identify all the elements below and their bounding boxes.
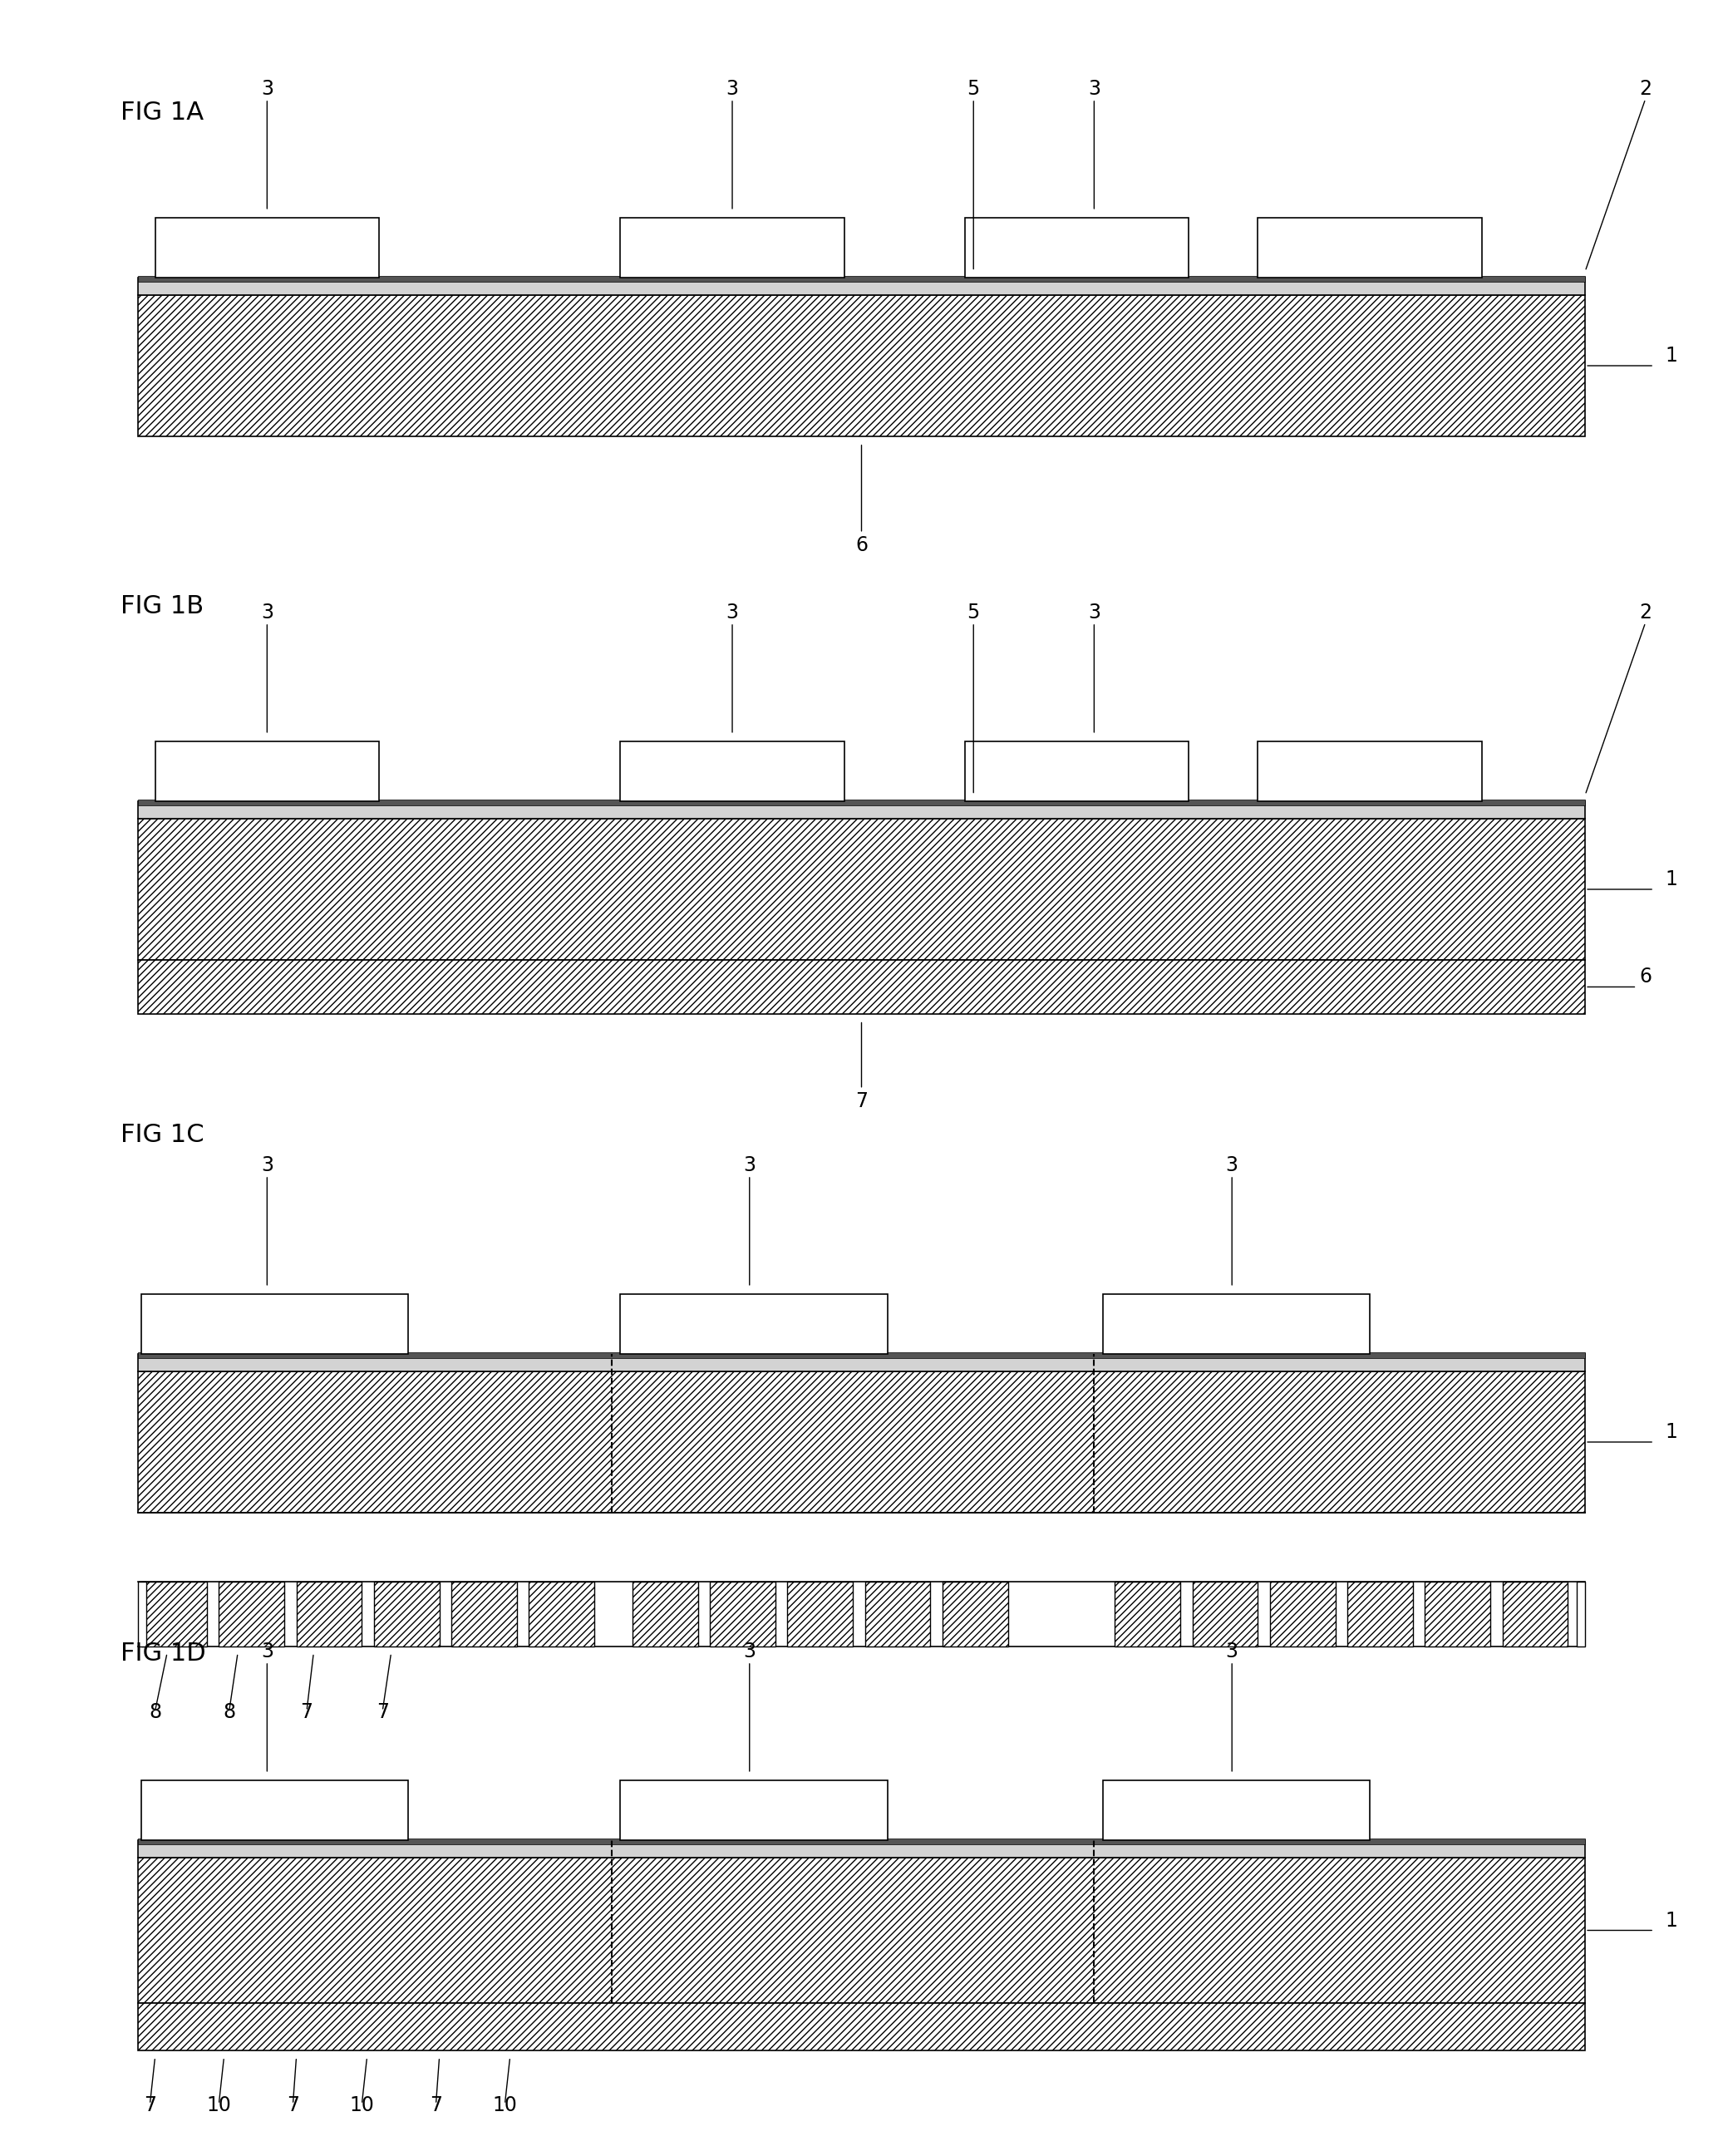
- Text: 3: 3: [260, 80, 274, 99]
- Bar: [296, 1583, 362, 1647]
- Bar: [1192, 1583, 1258, 1647]
- Bar: [141, 1583, 207, 1647]
- Bar: [620, 742, 844, 802]
- Bar: [865, 1583, 930, 1647]
- Bar: [1502, 1583, 1568, 1647]
- Text: 8: 8: [148, 1701, 162, 1723]
- Bar: [138, 295, 1585, 436]
- Text: 6: 6: [1639, 968, 1652, 987]
- Text: 5: 5: [967, 80, 980, 99]
- Bar: [942, 1583, 1008, 1647]
- Bar: [1425, 1583, 1490, 1647]
- Text: 1: 1: [1664, 345, 1678, 367]
- Bar: [138, 1841, 1585, 1858]
- Bar: [138, 1839, 1585, 1846]
- Bar: [138, 1583, 146, 1647]
- Bar: [219, 1583, 284, 1647]
- Bar: [155, 218, 379, 278]
- Bar: [620, 1294, 887, 1354]
- Bar: [1577, 1583, 1585, 1647]
- Text: FIG 1A: FIG 1A: [121, 99, 203, 125]
- Text: 3: 3: [743, 1641, 756, 1662]
- Bar: [529, 1583, 594, 1647]
- Text: 7: 7: [143, 2096, 157, 2115]
- Bar: [965, 218, 1189, 278]
- Text: 7: 7: [429, 2096, 443, 2115]
- Bar: [1103, 1781, 1370, 1841]
- Text: 3: 3: [1225, 1156, 1239, 1175]
- Bar: [1347, 1583, 1413, 1647]
- Text: 6: 6: [855, 535, 868, 554]
- Text: 3: 3: [1087, 80, 1101, 99]
- Bar: [138, 802, 1585, 819]
- Bar: [620, 218, 844, 278]
- Bar: [141, 1781, 408, 1841]
- Text: 7: 7: [286, 2096, 300, 2115]
- Bar: [965, 742, 1189, 802]
- Text: 3: 3: [260, 1641, 274, 1662]
- Bar: [138, 1371, 1585, 1514]
- Text: 1: 1: [1664, 1423, 1678, 1442]
- Text: 2: 2: [1639, 602, 1652, 623]
- Text: 3: 3: [725, 80, 739, 99]
- Bar: [138, 276, 1585, 282]
- Text: FIG 1B: FIG 1B: [121, 595, 203, 619]
- Bar: [1258, 742, 1482, 802]
- Text: 10: 10: [207, 2096, 231, 2115]
- Text: 1: 1: [1664, 1910, 1678, 1930]
- Bar: [138, 819, 1585, 959]
- Bar: [1103, 1294, 1370, 1354]
- Text: 3: 3: [743, 1156, 756, 1175]
- Bar: [138, 1352, 1585, 1358]
- Bar: [1258, 218, 1482, 278]
- Bar: [632, 1583, 698, 1647]
- Bar: [787, 1583, 853, 1647]
- Text: 7: 7: [300, 1701, 314, 1723]
- Bar: [138, 278, 1585, 295]
- Text: 2: 2: [1639, 80, 1652, 99]
- Bar: [155, 742, 379, 802]
- Text: 5: 5: [967, 602, 980, 623]
- Text: 3: 3: [260, 602, 274, 623]
- Text: 8: 8: [222, 1701, 236, 1723]
- Bar: [710, 1583, 775, 1647]
- Text: 10: 10: [350, 2096, 374, 2115]
- Bar: [138, 2003, 1585, 2050]
- Bar: [451, 1583, 517, 1647]
- Bar: [620, 1781, 887, 1841]
- Bar: [141, 1294, 408, 1354]
- Text: 3: 3: [260, 1156, 274, 1175]
- Text: FIG 1C: FIG 1C: [121, 1123, 205, 1147]
- Bar: [138, 1858, 1585, 2003]
- Text: 10: 10: [493, 2096, 517, 2115]
- Bar: [1115, 1583, 1180, 1647]
- Text: 3: 3: [1087, 602, 1101, 623]
- Text: 1: 1: [1664, 869, 1678, 888]
- Bar: [138, 959, 1585, 1013]
- Bar: [374, 1583, 439, 1647]
- Text: 7: 7: [855, 1091, 868, 1110]
- Text: 7: 7: [376, 1701, 389, 1723]
- Bar: [138, 800, 1585, 806]
- Bar: [1270, 1583, 1335, 1647]
- Text: 3: 3: [725, 602, 739, 623]
- Text: FIG 1D: FIG 1D: [121, 1643, 207, 1667]
- Bar: [138, 1354, 1585, 1371]
- Text: 3: 3: [1225, 1641, 1239, 1662]
